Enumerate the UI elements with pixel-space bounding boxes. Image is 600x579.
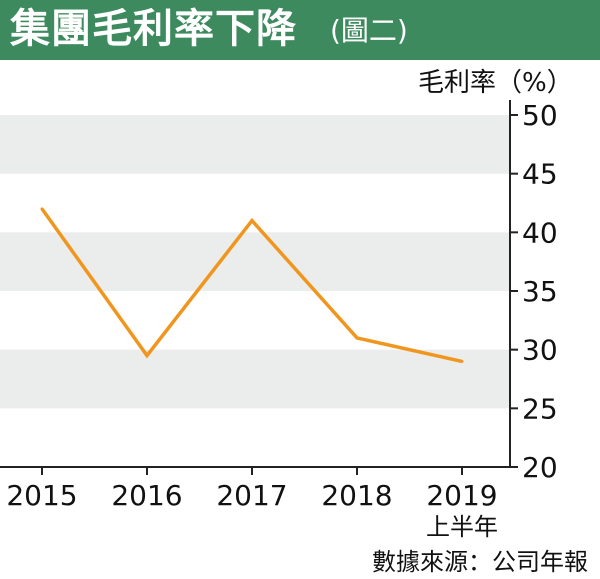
y-tick-label: 50 [522,99,558,132]
data-point [460,359,464,363]
chart-title: 集團毛利率下降 [10,6,297,52]
background-band [0,232,510,291]
x-tick-label: 2016 [111,479,182,512]
data-point [145,354,149,358]
data-point [40,207,44,211]
background-band [0,349,510,409]
background-band [0,115,510,174]
x-tick-label: 2015 [6,479,77,512]
y-tick-label: 30 [522,334,558,367]
x-tick-label: 2017 [216,479,287,512]
y-tick-label: 45 [522,158,558,191]
y-axis-label: 毛利率（%） [418,68,573,98]
data-point [355,336,359,340]
y-tick-label: 25 [522,392,558,425]
x-tick-sublabel: 上半年 [426,513,498,541]
x-tick-label: 2019 [426,479,497,512]
y-tick-label: 35 [522,275,558,308]
x-tick-label: 2018 [321,479,392,512]
y-tick-label: 40 [522,216,558,249]
data-source: 數據來源：公司年報 [372,548,588,576]
data-point [250,219,254,223]
y-tick-label: 20 [522,451,558,484]
chart-header: 集團毛利率下降 (圖二) [0,0,600,60]
chart-subtitle: (圖二) [330,14,408,47]
